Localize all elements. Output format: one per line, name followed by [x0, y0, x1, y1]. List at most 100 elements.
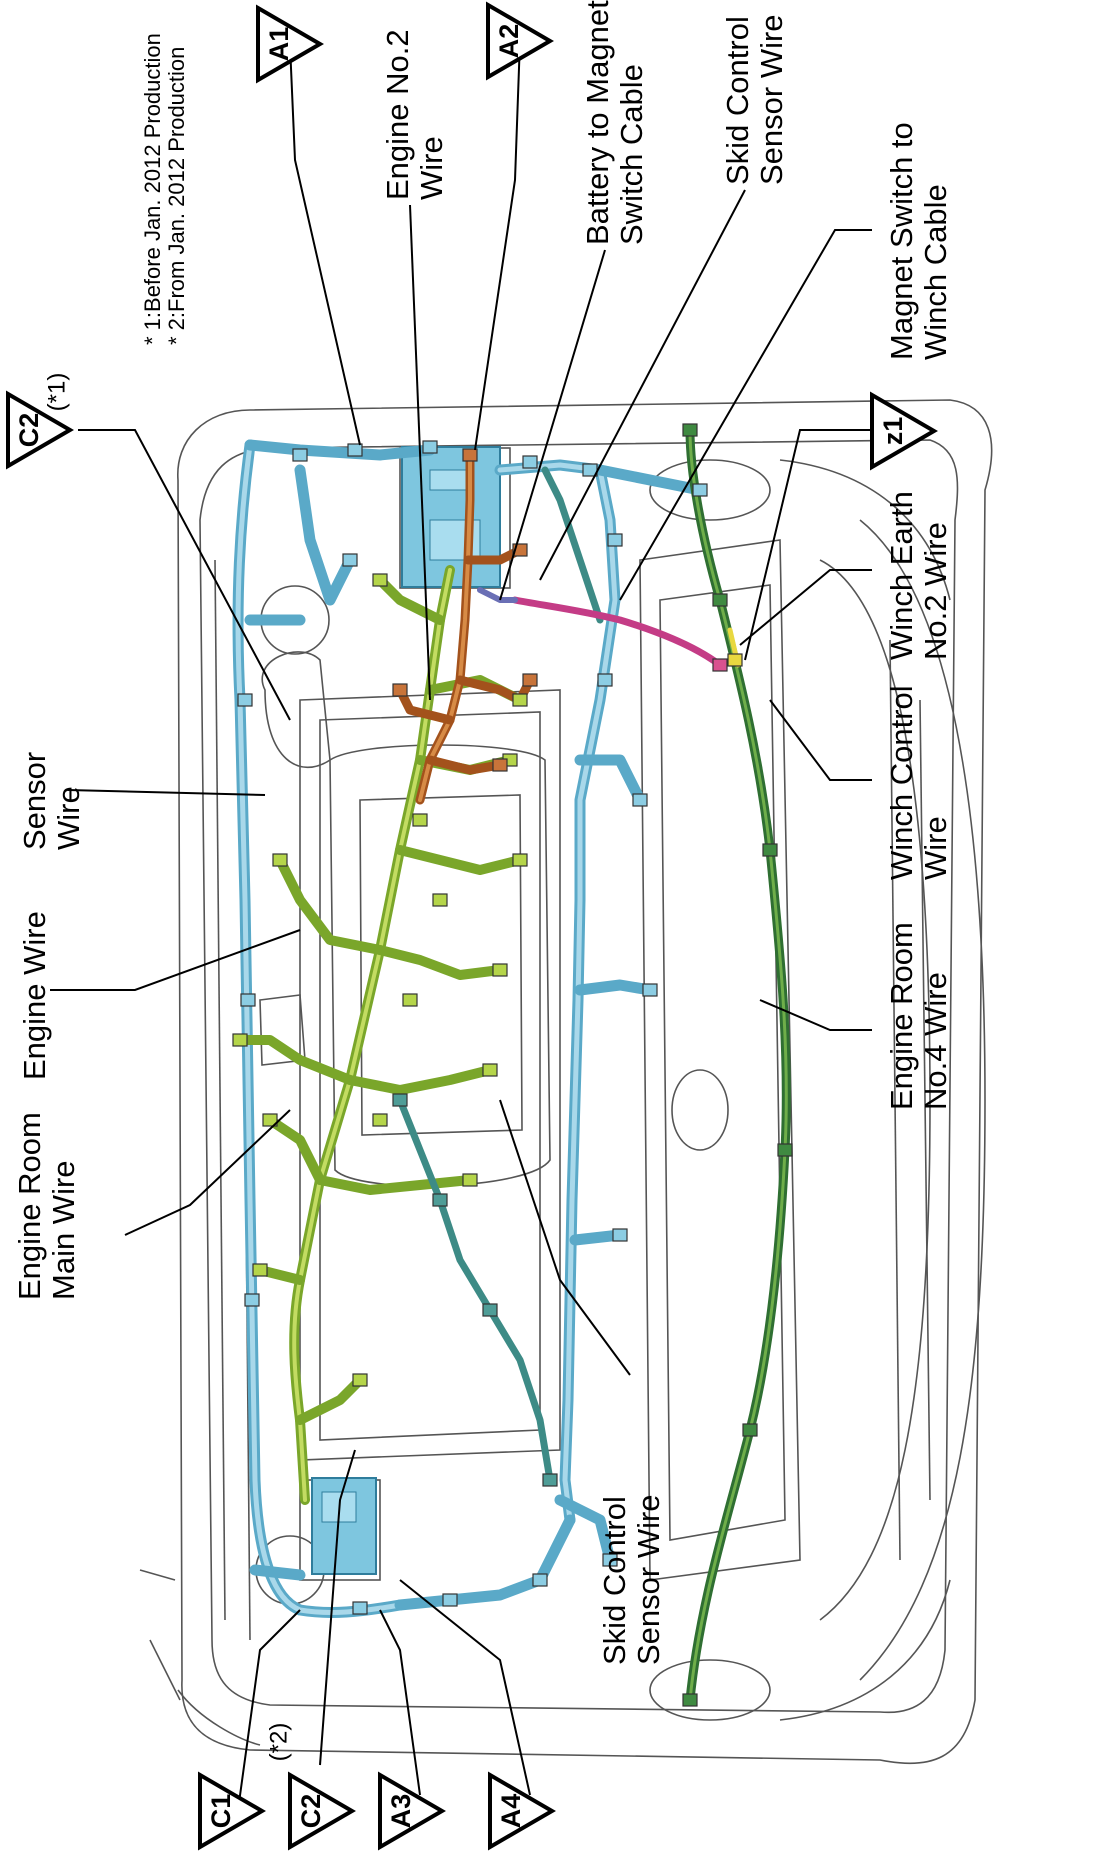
engine-room-no4-wire-harness: [685, 425, 791, 1705]
label-sensor-wire: Sensor Wire: [17, 752, 86, 850]
marker-a3: A3: [378, 1771, 446, 1851]
connector: [442, 1593, 458, 1607]
connector: [532, 1573, 548, 1587]
svg-text:No.2 Wire: No.2 Wire: [918, 522, 953, 660]
marker-c2-bottom: C2 (*2): [265, 1723, 356, 1851]
connector: [727, 653, 743, 667]
marker-c2-top: C2 (*1): [6, 373, 74, 470]
marker-z1: z1: [870, 391, 938, 471]
connector: [272, 853, 288, 867]
label-skid-control-sensor-wire-bottom: Skid Control Sensor Wire: [597, 1494, 666, 1665]
connector: [602, 1553, 618, 1567]
connector: [462, 448, 478, 462]
connector: [712, 658, 728, 672]
label-engine-room-main-wire: Engine Room Main Wire: [12, 1112, 81, 1300]
marker-a4: A4: [488, 1771, 556, 1851]
connector: [432, 893, 448, 907]
connector: [692, 483, 708, 497]
svg-text:A2: A2: [494, 24, 524, 59]
connector: [352, 1601, 368, 1615]
connector: [412, 813, 428, 827]
leader-lines: [50, 39, 872, 1811]
svg-text:Main Wire: Main Wire: [46, 1160, 81, 1300]
marker-a1: A1: [256, 4, 324, 84]
connector: [392, 683, 408, 697]
svg-text:Wire: Wire: [918, 816, 953, 880]
engine-no2-wire-harness: [395, 450, 535, 805]
skid-control-sensor-wire-harness: [396, 466, 604, 1484]
connectors: [232, 423, 793, 1707]
connector: [482, 1303, 498, 1317]
svg-text:Switch Cable: Switch Cable: [614, 64, 649, 245]
svg-text:Engine Room: Engine Room: [884, 922, 919, 1110]
label-winch-earth-no2-wire: Winch Earth No.2 Wire: [884, 491, 953, 660]
svg-text:Engine Wire: Engine Wire: [17, 911, 52, 1080]
svg-text:A3: A3: [386, 1794, 416, 1829]
connector: [352, 1373, 368, 1387]
connector: [682, 1693, 698, 1707]
marker-a2: A2: [486, 1, 554, 81]
svg-text:Engine Room: Engine Room: [12, 1112, 47, 1300]
label-skid-control-sensor-wire-top: Skid Control Sensor Wire: [720, 14, 789, 185]
connector: [512, 853, 528, 867]
svg-text:Winch Earth: Winch Earth: [884, 491, 919, 660]
engine-wire-harness: [235, 565, 525, 1505]
connector: [244, 1293, 260, 1307]
svg-text:Sensor: Sensor: [17, 752, 52, 850]
svg-text:Wire: Wire: [414, 136, 449, 200]
connector: [262, 1113, 278, 1127]
connector: [762, 843, 778, 857]
magnet-switch-to-winch-cable: [511, 596, 724, 669]
c2-top-note: (*1): [43, 373, 70, 412]
svg-text:Skid Control: Skid Control: [720, 16, 755, 185]
label-battery-to-magnet-switch-cable: Battery to Magnet Switch Cable: [580, 0, 649, 245]
c2-bottom-note: (*2): [265, 1723, 292, 1762]
connector: [777, 1143, 793, 1157]
svg-text:No.4 Wire: No.4 Wire: [918, 972, 953, 1110]
svg-text:Engine No.2: Engine No.2: [380, 29, 415, 200]
connector: [237, 693, 253, 707]
svg-text:Wire: Wire: [51, 786, 86, 850]
connector: [612, 1228, 628, 1242]
connector: [372, 573, 388, 587]
svg-text:A4: A4: [496, 1794, 526, 1829]
connector: [432, 1193, 448, 1207]
connector: [522, 673, 538, 687]
label-engine-wire: Engine Wire: [17, 911, 52, 1080]
connector: [342, 553, 358, 567]
connector: [742, 1423, 758, 1437]
connector: [492, 758, 508, 772]
battery-to-magnet-switch-cable: [477, 587, 518, 603]
marker-c1: C1: [198, 1771, 266, 1851]
label-engine-no2-wire: Engine No.2 Wire: [380, 29, 449, 200]
svg-text:C2: C2: [14, 413, 44, 448]
connector: [392, 1093, 408, 1107]
label-magnet-switch-to-winch-cable: Magnet Switch to Winch Cable: [884, 122, 953, 360]
connector: [292, 448, 308, 462]
connector: [512, 693, 528, 707]
connector: [422, 440, 438, 454]
connector: [347, 443, 363, 457]
connector: [402, 993, 418, 1007]
svg-text:Sensor Wire: Sensor Wire: [631, 1494, 666, 1665]
note-before-jan-2012: * 1:Before Jan. 2012 Production: [140, 33, 165, 345]
label-engine-room-no4-wire: Engine Room No.4 Wire: [884, 922, 953, 1110]
connector: [682, 423, 698, 437]
connector: [542, 1473, 558, 1487]
connector: [482, 1063, 498, 1077]
connector: [642, 983, 658, 997]
connector: [372, 1113, 388, 1127]
connector: [462, 1173, 478, 1187]
note-from-jan-2012: * 2:From Jan. 2012 Production: [164, 47, 189, 345]
connector: [252, 1263, 268, 1277]
svg-text:z1: z1: [878, 417, 908, 446]
connector: [597, 673, 613, 687]
connector: [607, 533, 623, 547]
connector: [492, 963, 508, 977]
label-winch-control-wire: Winch Control Wire: [884, 685, 953, 880]
svg-text:C2: C2: [296, 1794, 326, 1829]
svg-text:Sensor Wire: Sensor Wire: [754, 14, 789, 185]
connector: [712, 593, 728, 607]
svg-text:Winch Cable: Winch Cable: [918, 184, 953, 360]
